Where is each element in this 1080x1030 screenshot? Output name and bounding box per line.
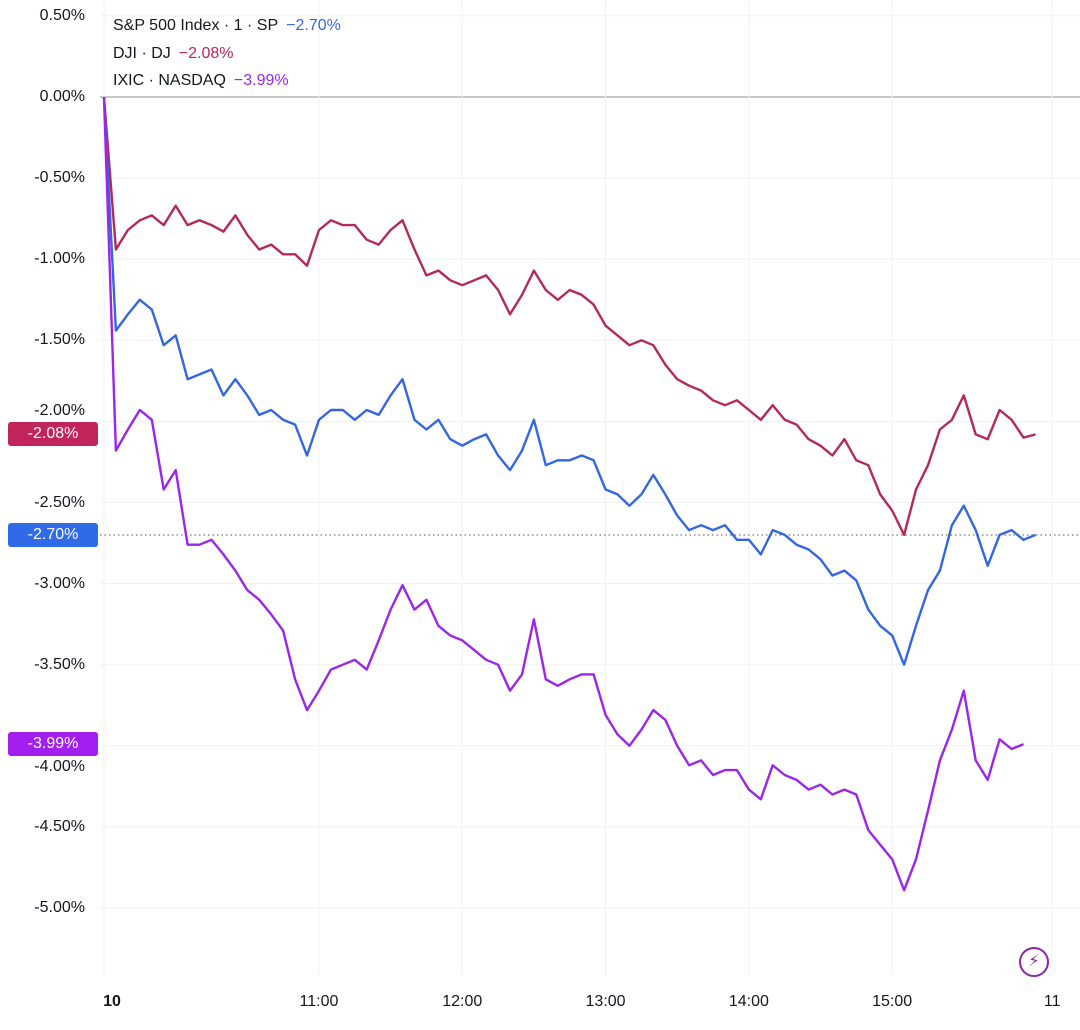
- x-tick-label: 11:00: [299, 993, 339, 1010]
- y-tick-label: -1.00%: [34, 250, 85, 268]
- legend-value: −2.70%: [286, 17, 341, 34]
- grid: [100, 0, 1080, 975]
- legend-label: DJI · DJ: [113, 44, 171, 62]
- series-line-dji: [102, 96, 1036, 537]
- dji-last-value-badge: -2.08%: [8, 422, 98, 447]
- nasdaq-last-value-badge: -3.99%: [8, 732, 98, 757]
- y-tick-label: -3.50%: [34, 655, 85, 673]
- x-tick-label: 12:00: [442, 993, 483, 1010]
- series-lines: [102, 96, 1036, 892]
- y-tick-label: -3.00%: [34, 574, 85, 592]
- sp500-last-value-badge: -2.70%: [8, 522, 98, 547]
- legend: S&P 500 Index · 1 · SP −2.70% DJI · DJ −2.…: [113, 12, 341, 95]
- x-tick-label: 10: [103, 993, 121, 1010]
- series-line-nasdaq: [102, 96, 1024, 892]
- y-tick-label: 0.50%: [39, 6, 85, 24]
- series-line-sp500: [102, 96, 1036, 666]
- legend-value: −3.99%: [233, 72, 289, 89]
- y-tick-label: -2.00%: [34, 402, 85, 420]
- y-tick-label: -2.50%: [34, 493, 85, 511]
- lightning-icon[interactable]: ⚡︎: [1019, 947, 1049, 977]
- legend-item-nasdaq[interactable]: IXIC · NASDAQ −3.99%: [113, 67, 341, 95]
- y-tick-label: -1.50%: [34, 331, 85, 349]
- legend-label: IXIC · NASDAQ: [113, 72, 226, 89]
- y-tick-label: -4.00%: [34, 758, 85, 776]
- y-tick-label: -5.00%: [34, 899, 85, 916]
- x-tick-label: 15:00: [872, 993, 913, 1010]
- legend-item-sp500[interactable]: S&P 500 Index · 1 · SP −2.70%: [113, 12, 341, 40]
- y-tick-label: -0.50%: [34, 169, 85, 187]
- x-tick-label: 13:00: [585, 993, 626, 1010]
- legend-value: −2.08%: [178, 44, 234, 62]
- legend-item-dji[interactable]: DJI · DJ −2.08%: [113, 40, 341, 68]
- legend-label: S&P 500 Index · 1 · SP: [113, 17, 279, 34]
- y-tick-label: 0.00%: [39, 88, 85, 105]
- y-tick-label: -4.50%: [34, 817, 85, 835]
- x-tick-label: 11: [1043, 993, 1061, 1010]
- x-tick-label: 14:00: [728, 993, 769, 1010]
